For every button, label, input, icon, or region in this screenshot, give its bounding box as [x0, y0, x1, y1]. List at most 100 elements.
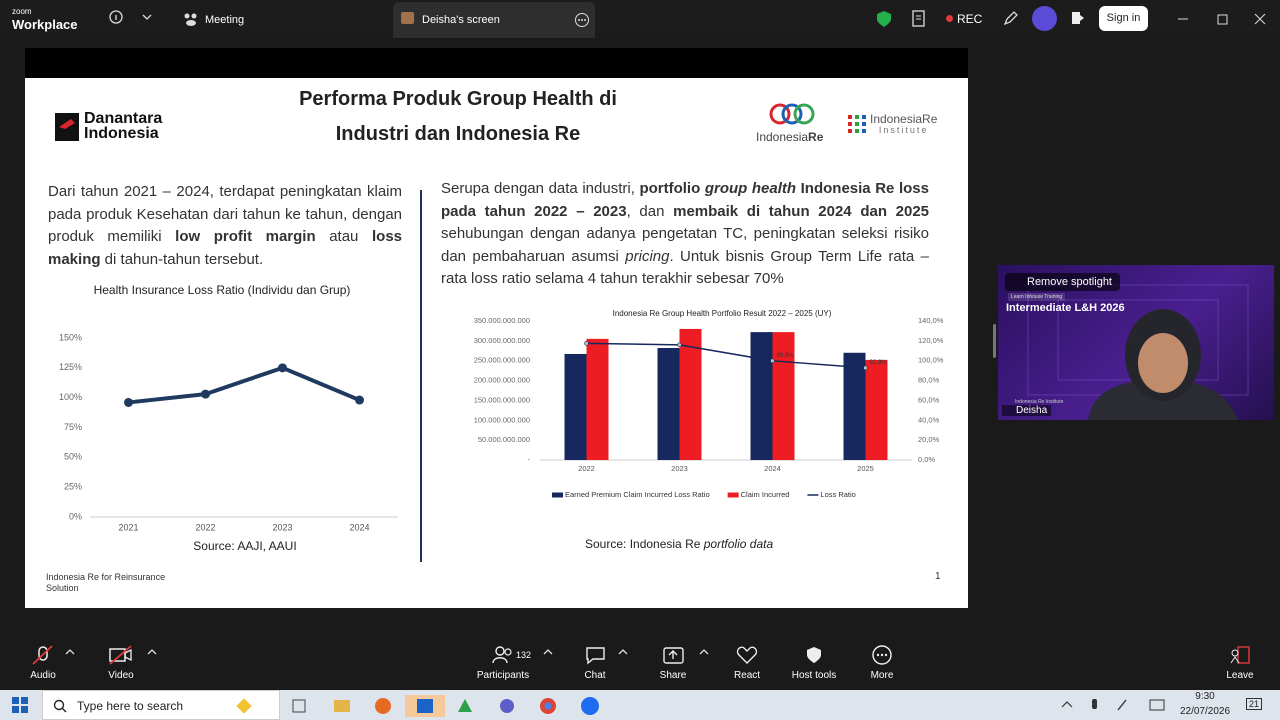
remove-spotlight[interactable]: Remove spotlight — [1005, 273, 1120, 291]
search-box[interactable]: Type here to search — [42, 690, 280, 720]
apps-icon[interactable] — [1070, 10, 1086, 26]
video-button[interactable]: Video — [108, 670, 134, 681]
chat-button[interactable]: Chat — [584, 670, 606, 681]
start-button[interactable] — [12, 697, 28, 713]
bar — [865, 359, 888, 460]
meeting-label[interactable]: Meeting — [205, 14, 245, 26]
meeting-icon — [184, 13, 197, 26]
indonesia-re-logo: IndonesiaRe — [756, 130, 823, 144]
video-name: Deisha — [1002, 405, 1052, 416]
legend-label: Claim Incurred — [741, 490, 790, 499]
notification-count[interactable]: 21 — [1246, 698, 1263, 710]
toolbar-icons — [32, 645, 1250, 665]
workplace-logo: Workplace — [12, 17, 78, 32]
bar — [657, 348, 680, 460]
footer-line: Solution — [46, 583, 79, 593]
leave-button[interactable]: Leave — [1226, 670, 1254, 681]
right-paragraph: Serupa dengan data industri, portfolio g… — [441, 178, 929, 291]
y-tick-label: 50% — [64, 452, 82, 462]
pinned-apps[interactable] — [290, 695, 620, 717]
tray-icons[interactable] — [1060, 697, 1180, 713]
text: portfolio — [639, 180, 705, 197]
window-controls[interactable] — [1176, 10, 1272, 28]
video-tile: Remove spotlight Learn Inhouse Training … — [998, 265, 1274, 420]
tab-menu[interactable] — [574, 12, 590, 28]
x-tick-label: 2024 — [764, 464, 781, 473]
institute-logo: IndonesiaRe Institute — [870, 113, 937, 136]
text: di tahun-tahun tersebut. — [100, 250, 264, 268]
slide-title: Industri dan Indonesia Re — [335, 123, 581, 145]
tab-title: Deisha's screen — [422, 14, 500, 26]
bar — [843, 352, 866, 460]
notes-icon[interactable] — [911, 10, 927, 28]
react-button[interactable]: React — [733, 670, 761, 681]
y2-tick-label: 20,0% — [918, 435, 940, 444]
text: pricing — [625, 247, 670, 265]
sign-in-button[interactable]: Sign in — [1099, 6, 1148, 31]
bar — [679, 328, 702, 460]
chart-title: Health Insurance Loss Ratio (Individu da… — [94, 283, 351, 297]
text: portfolio data — [703, 537, 774, 551]
security-icon[interactable] — [876, 10, 892, 28]
text: Indonesia Re loss pada tahun 2022 – 2023 — [441, 180, 929, 220]
data-point — [278, 363, 287, 373]
x-tick-label: 2022 — [578, 464, 595, 473]
institute-mark — [848, 115, 866, 133]
text: membaik di tahun 2024 dan 2025 — [673, 202, 930, 220]
divider — [420, 190, 422, 562]
y-tick-label: - — [528, 455, 531, 464]
clock-date: 22/07/2026 — [1179, 706, 1231, 717]
bar — [564, 353, 587, 460]
y2-tick-label: 80,0% — [918, 376, 940, 385]
y-tick-label: 300.000.000.000 — [474, 336, 530, 345]
meeting-toolbar: 132 Audio Video Participants Chat Share … — [0, 638, 1280, 690]
bar — [772, 332, 795, 460]
logo-word: Indonesia — [756, 130, 809, 144]
data-point — [355, 395, 364, 405]
y-tick-label: 125% — [59, 362, 82, 372]
left-source: Source: AAJI, AAUI — [193, 539, 297, 553]
logo-line: Danantara — [84, 110, 163, 127]
text: . Untuk bisnis Group Term Life rata – ra… — [441, 247, 929, 288]
search-placeholder: Type here to search — [77, 699, 184, 713]
participants-button[interactable]: Participants — [476, 670, 530, 681]
host-tools-button[interactable]: Host tools — [791, 670, 837, 681]
annotate-icon[interactable] — [1003, 10, 1019, 26]
share-button[interactable]: Share — [659, 670, 687, 681]
x-tick-label: 2025 — [857, 464, 874, 473]
chart-title: Indonesia Re Group Health Portfolio Resu… — [613, 309, 832, 318]
resize-handle[interactable] — [993, 324, 996, 358]
text: Dari tahun 2021 – 2024, terdapat peningk… — [48, 183, 402, 245]
logo-word: Re — [808, 130, 824, 144]
text: Serupa dengan data industri, — [441, 180, 640, 197]
data-label: 99,9% — [777, 353, 795, 359]
y-tick-label: 350.000.000.000 — [474, 316, 530, 325]
y-tick-label: 0% — [69, 511, 82, 521]
legend-label: Earned Premium Claim Incurred Loss Ratio — [565, 490, 710, 499]
ai-companion[interactable] — [1032, 6, 1057, 31]
left-paragraph: Dari tahun 2021 – 2024, terdapat peningk… — [48, 181, 402, 271]
screen-tab[interactable]: Deisha's screen — [393, 2, 595, 38]
data-point — [677, 342, 682, 348]
x-tick-label: 2021 — [118, 522, 138, 532]
x-tick-label: 2022 — [195, 522, 215, 532]
rec-label[interactable]: REC — [957, 12, 983, 26]
x-tick-label: 2023 — [671, 464, 688, 473]
logo-line: Institute — [878, 125, 929, 135]
audio-button[interactable]: Audio — [30, 670, 56, 681]
indonesia-re-mark — [769, 103, 815, 125]
y-tick-label: 50.000.000.000 — [478, 435, 530, 444]
right-source: Source: Indonesia Re portfolio data — [585, 537, 773, 551]
y-tick-label: 100.000.000.000 — [474, 415, 530, 424]
tab-icon — [401, 12, 414, 24]
more-button[interactable]: More — [870, 670, 894, 681]
text: sehubungan dengan adanya pengetatan TC, … — [441, 225, 929, 265]
info-icons[interactable] — [108, 9, 158, 25]
text: , dan — [626, 202, 674, 220]
zoom-logo: zoom — [12, 7, 32, 16]
text: Source: Indonesia Re — [585, 537, 704, 551]
footer-line: Indonesia Re for Reinsurance — [46, 572, 166, 582]
video-event: Intermediate L&H 2026 — [1006, 302, 1125, 314]
